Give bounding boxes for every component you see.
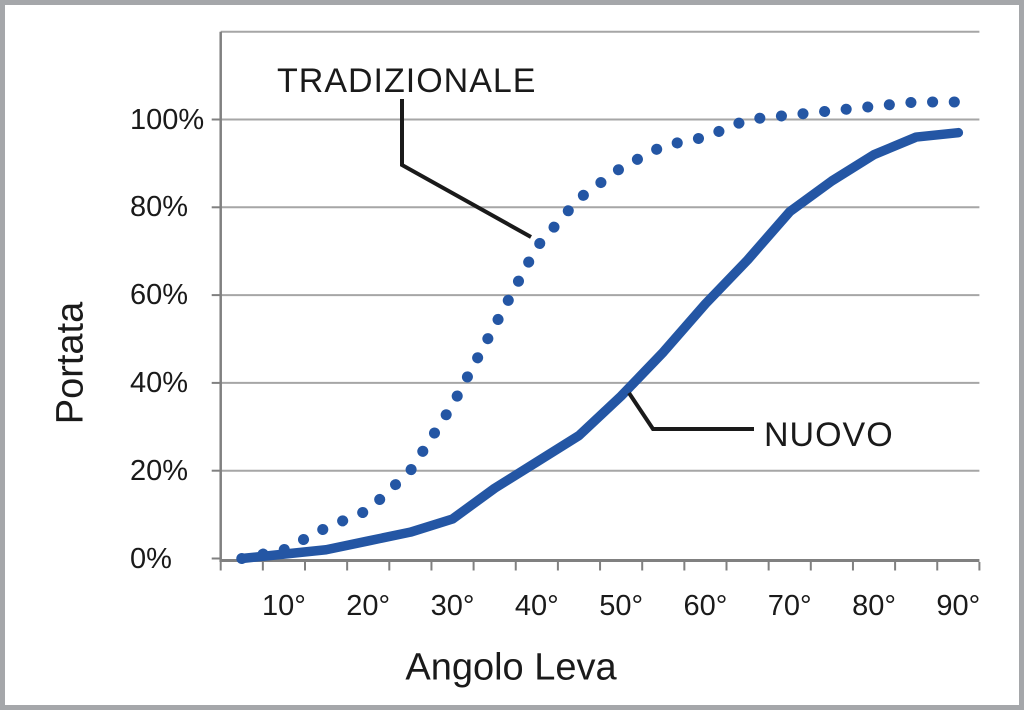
x-axis-title: Angolo Leva [405,646,617,689]
axis-lines [219,31,980,562]
series-tradizionale-line [236,96,964,564]
x-tick-label: 10° [261,590,306,622]
annotation-tradizionale: TRADIZIONALE [277,62,537,100]
tick-marks [211,118,981,571]
y-tick-label: 80% [130,191,189,224]
x-tick-label: 60° [683,590,728,622]
x-tick-label: 50° [599,590,644,622]
series-nuovo-line [237,127,964,564]
annotation-tradizionale-callout [400,99,532,239]
y-tick-label: 100% [130,103,205,136]
x-tick-label: 20° [346,590,391,622]
y-tick-label: 60% [130,279,189,312]
annotation-nuovo: NUOVO [764,416,894,454]
plot-area [211,30,981,571]
gridlines [220,30,980,472]
annotation-nuovo-callout [627,391,754,431]
x-tick-label: 30° [430,590,475,622]
y-tick-label: 0% [130,542,172,575]
x-tick-label: 40° [514,590,559,622]
x-tick-label: 90° [936,590,981,622]
x-tick-label: 70° [767,590,812,622]
y-tick-label: 20% [130,454,189,487]
x-tick-label: 80° [852,590,896,622]
y-tick-label: 40% [130,366,189,399]
y-axis-title: Portata [49,301,92,425]
callout-lines [400,99,754,431]
data-series [236,96,964,564]
